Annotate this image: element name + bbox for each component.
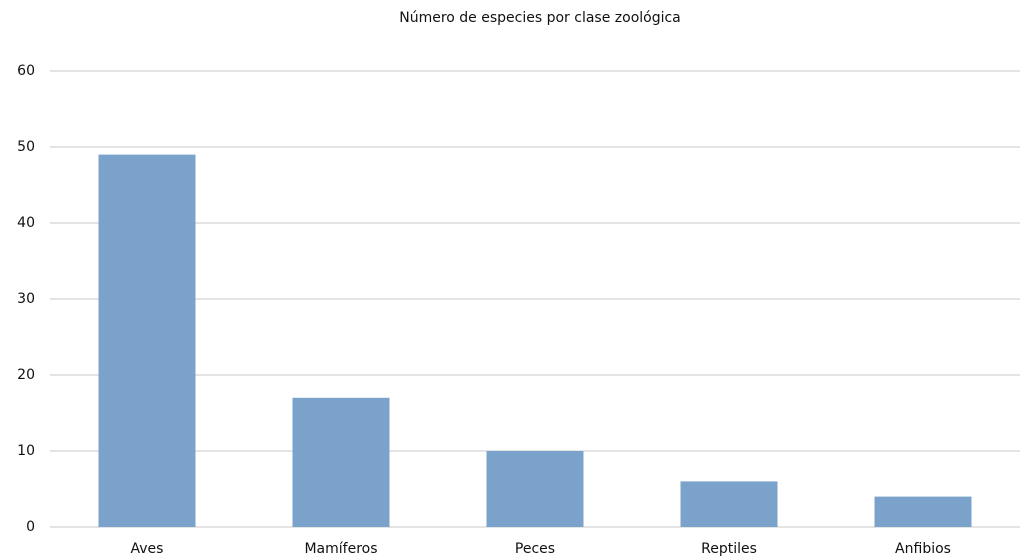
x-tick-label: Aves <box>131 541 164 557</box>
y-tick-label: 20 <box>17 367 35 383</box>
chart-title: Número de especies por clase zoológica <box>399 10 681 26</box>
bar <box>292 397 390 527</box>
y-tick-label: 30 <box>17 291 35 307</box>
x-tick-label: Mamíferos <box>304 541 377 557</box>
bar <box>486 451 584 527</box>
y-tick-label: 40 <box>17 215 35 231</box>
bar <box>680 481 778 527</box>
y-tick-label: 10 <box>17 443 35 459</box>
y-tick-label: 0 <box>26 519 35 535</box>
bar <box>98 154 196 527</box>
bar <box>874 496 972 527</box>
x-tick-label: Reptiles <box>701 541 757 557</box>
y-tick-label: 60 <box>17 63 35 79</box>
x-tick-label: Peces <box>515 541 555 557</box>
x-tick-label: Anfibios <box>895 541 951 557</box>
y-tick-label: 50 <box>17 139 35 155</box>
